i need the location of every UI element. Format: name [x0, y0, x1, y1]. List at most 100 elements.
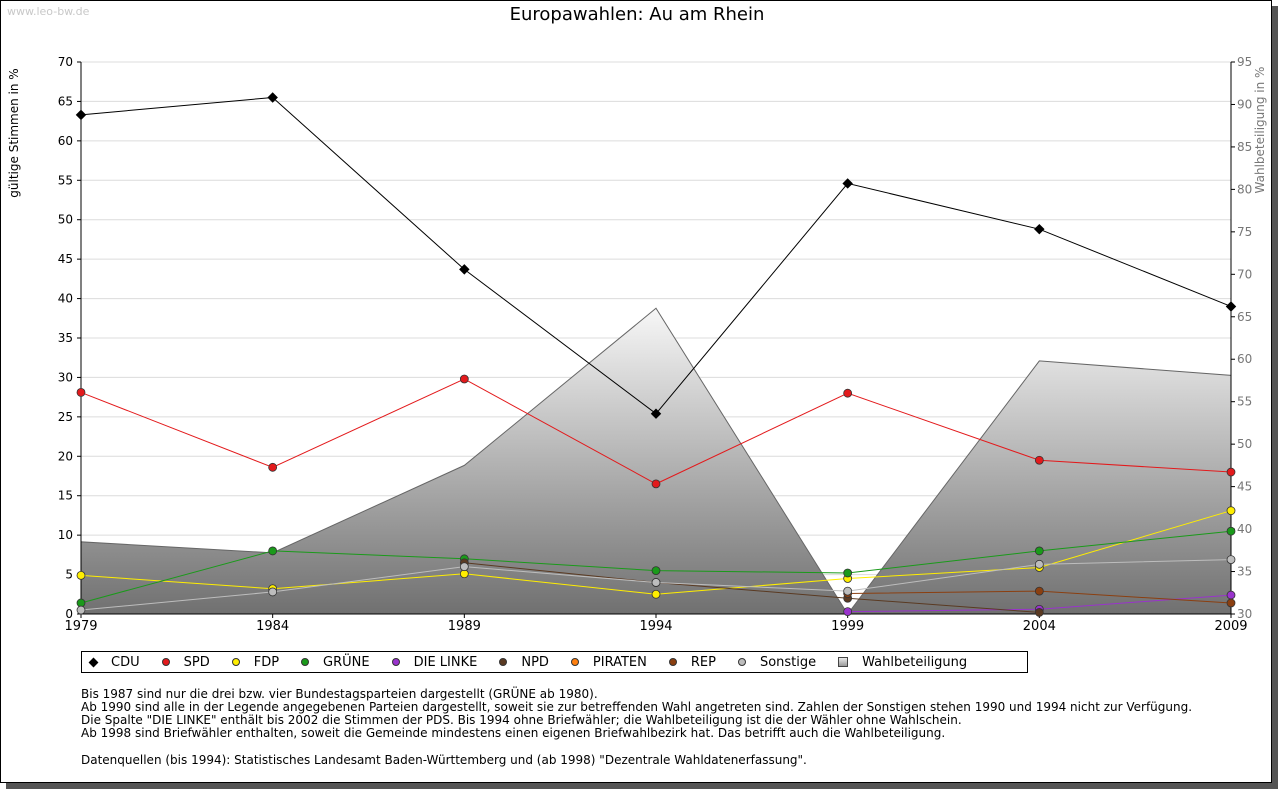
legend-item-cdu: CDU	[88, 654, 140, 670]
point-fdp	[651, 589, 661, 599]
point-gr-ne	[843, 568, 853, 578]
y2-tick-label: 60	[1237, 352, 1252, 366]
legend: CDU SPD FDP GRÜNE DIE LINKE NPD PIRATEN REP Sons…	[81, 651, 1028, 673]
legend-marker-cdu	[88, 657, 99, 667]
y-tick-label: 60	[58, 134, 73, 148]
watermark: www.leo-bw.de	[7, 5, 90, 18]
note-line: Bis 1987 sind nur die drei bzw. vier Bun…	[81, 687, 598, 701]
legend-label: Sonstige	[759, 654, 817, 670]
series-line-npd	[464, 562, 1040, 613]
point-rep	[1034, 586, 1044, 596]
legend-label: CDU	[111, 654, 140, 670]
point-spd	[843, 388, 853, 398]
y2-tick-label: 75	[1237, 225, 1252, 239]
legend-label: SPD	[183, 654, 210, 670]
legend-marker-spd	[161, 658, 170, 666]
legend-label: DIE LINKE	[413, 654, 478, 670]
point-fdp	[76, 570, 86, 580]
y2-tick-label: 85	[1237, 140, 1252, 154]
point-spd	[1034, 455, 1044, 465]
footnotes: Bis 1987 sind nur die drei bzw. vier Bun…	[81, 688, 1192, 767]
point-spd	[76, 388, 86, 397]
y2-tick-label: 35	[1237, 565, 1252, 579]
y-tick-label: 15	[58, 489, 73, 503]
y2-tick-label: 50	[1237, 437, 1252, 451]
point-gr-ne	[1034, 546, 1044, 556]
legend-label: REP	[690, 654, 716, 670]
point-gr-ne	[1226, 526, 1236, 536]
legend-marker-rep	[668, 658, 677, 666]
y-tick-label: 40	[58, 292, 73, 306]
legend-item-spd: SPD	[161, 654, 210, 670]
x-tick-label: 2004	[1023, 619, 1056, 634]
chart-title: Europawahlen: Au am Rhein	[509, 4, 765, 25]
legend-marker-wahlbeteiligung	[838, 657, 849, 667]
point-sonstige	[1034, 559, 1044, 569]
point-gr-ne	[268, 546, 278, 556]
y2-tick-label: 55	[1237, 395, 1252, 409]
point-sonstige	[76, 605, 86, 615]
y-tick-label: 55	[58, 173, 73, 187]
x-tick-label: 1984	[256, 619, 289, 634]
legend-label: PIRATEN	[592, 654, 647, 670]
legend-item-gr-ne: GRÜNE	[301, 655, 370, 670]
point-rep	[1226, 598, 1236, 608]
legend-label: GRÜNE	[323, 654, 370, 670]
point-spd	[459, 374, 469, 384]
y-tick-label: 25	[58, 410, 73, 424]
point-cdu	[842, 178, 853, 189]
y2-tick-label: 45	[1237, 480, 1252, 494]
series-group	[75, 92, 1237, 617]
x-tick-label: 2009	[1214, 619, 1247, 634]
point-cdu	[75, 109, 87, 121]
point-sonstige	[843, 586, 853, 596]
y-tick-label: 45	[58, 252, 73, 266]
y2-axis-label: Wahlbeteiligung in %	[1253, 67, 1267, 194]
point-die-linke	[1226, 590, 1236, 600]
x-tick-label: 1989	[448, 619, 481, 634]
note-line: Die Spalte "DIE LINKE" enthält bis 2002 …	[81, 713, 962, 727]
point-spd	[651, 479, 661, 489]
x-tick-label: 1999	[831, 619, 864, 634]
point-cdu	[1225, 301, 1237, 312]
legend-label: Wahlbeteiligung	[862, 654, 968, 670]
tick-labels: 0 5 10 15 20 25 30 35 40 45 50 55 60 65 70 30 35 40 45 50 55…	[58, 55, 1253, 634]
point-gr-ne	[651, 566, 661, 576]
x-tick-label: 1979	[64, 619, 97, 634]
legend-label: NPD	[521, 654, 549, 670]
point-spd	[1226, 467, 1236, 477]
point-npd	[1034, 608, 1044, 617]
note-line: Ab 1998 sind Briefwähler enthalten, sowe…	[81, 726, 946, 740]
y2-tick-label: 95	[1237, 55, 1252, 69]
legend-item-wahlbeteiligung: Wahlbeteiligung	[838, 655, 967, 670]
point-cdu	[1034, 223, 1045, 235]
y-tick-label: 65	[58, 94, 73, 108]
legend-item-npd: NPD	[499, 655, 549, 670]
y-tick-label: 5	[65, 568, 73, 582]
y2-tick-label: 40	[1237, 522, 1252, 536]
y-tick-label: 30	[58, 370, 73, 384]
legend-marker-die-linke	[391, 658, 400, 666]
legend-item-rep: REP	[668, 654, 716, 670]
y2-tick-label: 30	[1237, 607, 1252, 621]
point-sonstige	[651, 578, 661, 587]
legend-item-fdp: FDP	[231, 655, 279, 670]
y-tick-label: 35	[58, 331, 73, 345]
point-fdp	[1226, 506, 1236, 516]
point-spd	[268, 462, 278, 472]
legend-item-piraten: PIRATEN	[570, 654, 647, 670]
x-tick-label: 1994	[639, 619, 672, 634]
source-line: Datenquellen (bis 1994): Statistisches L…	[81, 753, 807, 767]
legend-marker-gr-ne	[301, 658, 310, 666]
legend-marker-piraten	[570, 658, 579, 666]
y2-tick-label: 65	[1237, 310, 1252, 324]
y2-tick-label: 80	[1237, 182, 1252, 196]
point-cdu	[459, 264, 470, 275]
legend-item-die-linke: DIE LINKE	[391, 654, 478, 670]
y-axis-label: gültige Stimmen in %	[7, 68, 21, 197]
y2-tick-label: 90	[1237, 97, 1252, 111]
y2-tick-label: 70	[1237, 267, 1252, 281]
legend-marker-fdp	[231, 658, 240, 666]
y-tick-label: 10	[58, 528, 73, 542]
